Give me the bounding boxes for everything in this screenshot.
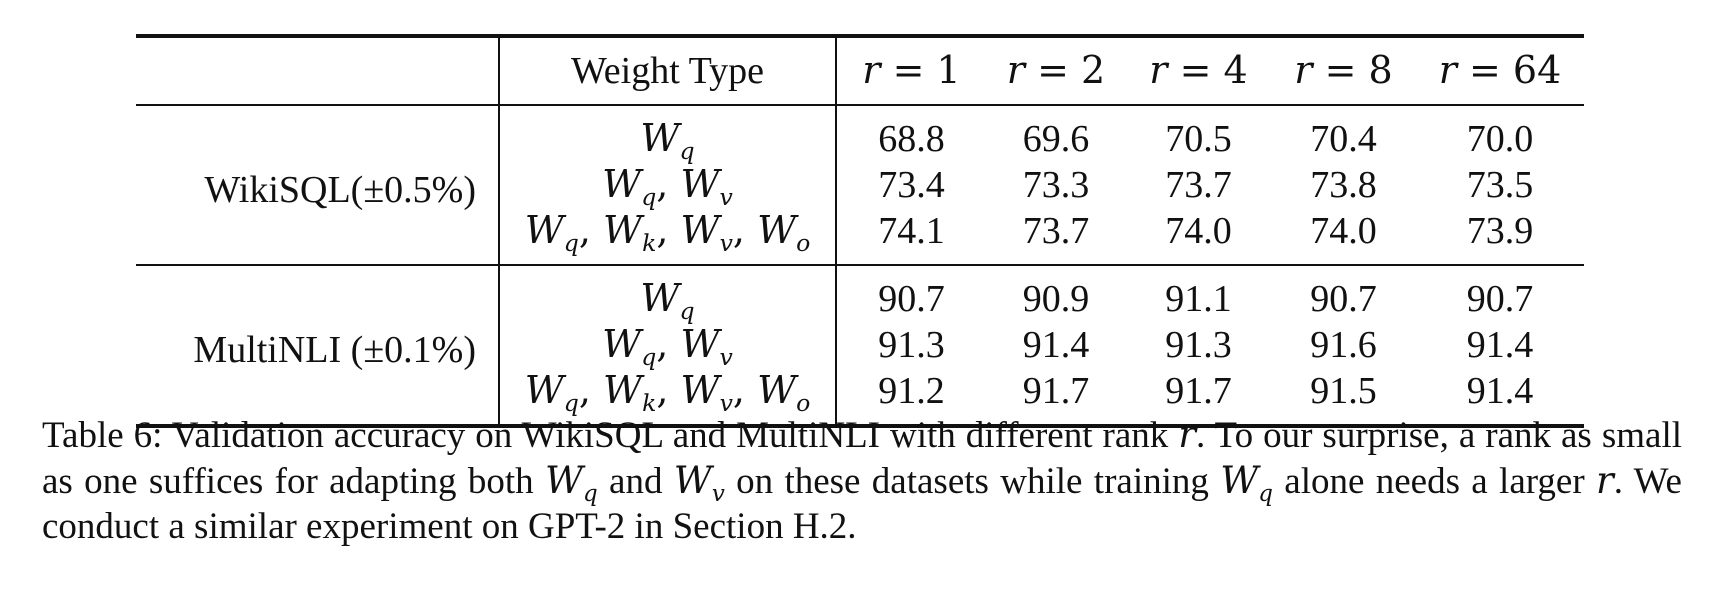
- weight-type-cell: Wq, Wv: [498, 322, 837, 372]
- results-table: Weight Type r = 1 r = 2 r = 4 r = 8 r = …: [136, 34, 1584, 428]
- rank-variable: r: [1178, 413, 1196, 456]
- accuracy-cell: 74.0: [1310, 209, 1377, 252]
- weight-wq: Wq: [544, 459, 598, 508]
- header-rank-4: r = 4: [1126, 36, 1271, 105]
- accuracy-cell: 73.7: [1022, 209, 1090, 252]
- weight-matrices: Wq: [640, 276, 695, 326]
- weight-symbol: Wk: [603, 368, 657, 418]
- accuracy-cell: 91.4: [1466, 323, 1534, 366]
- accuracy-cell: 90.9: [1022, 277, 1090, 320]
- accuracy-cell: 69.6: [1022, 117, 1090, 160]
- rank-label: r = 1: [862, 48, 961, 92]
- weight-type-cell: Wq, Wk, Wv, Wo: [498, 208, 837, 265]
- accuracy-cell: 68.8: [878, 117, 945, 160]
- weight-symbol: Wq: [640, 276, 695, 326]
- accuracy-cell: 91.1: [1165, 277, 1232, 320]
- accuracy-cell: 74.1: [878, 209, 945, 252]
- weight-symbol: Wv: [680, 322, 733, 372]
- header-rank-2: r = 2: [986, 36, 1126, 105]
- header-weight-type: Weight Type: [498, 36, 837, 105]
- weight-matrices: Wq, Wv: [602, 322, 733, 372]
- table-caption: Table 6: Validation accuracy on WikiSQL …: [42, 413, 1683, 547]
- weight-matrices: Wq, Wk, Wv, Wo: [524, 368, 811, 418]
- rank-variable: r: [1596, 459, 1614, 502]
- table-header-row: Weight Type r = 1 r = 2 r = 4 r = 8 r = …: [136, 36, 1584, 105]
- table-row: Wq, Wv 73.4 73.3 73.7 73.8 73.5: [136, 162, 1584, 212]
- accuracy-cell: 91.5: [1310, 369, 1377, 412]
- accuracy-cell: 90.7: [878, 277, 945, 320]
- accuracy-cell: 91.3: [878, 323, 945, 366]
- weight-type-cell: Wq, Wk, Wv, Wo: [498, 368, 837, 426]
- header-rank-64: r = 64: [1416, 36, 1584, 105]
- weight-symbol: Wq: [602, 322, 657, 372]
- weight-type-cell: Wq: [498, 265, 837, 326]
- weight-symbol: Wv: [680, 162, 733, 212]
- accuracy-cell: 90.7: [1466, 277, 1534, 320]
- table-row: Wq, Wv 91.3 91.4 91.3 91.6 91.4: [136, 322, 1584, 372]
- header-empty-cell: [136, 36, 499, 105]
- table-row: MultiNLI (±0.1%) Wq 90.7 90.9 91.1 90.7 90.7: [136, 265, 1584, 371]
- table-row: Wq, Wk, Wv, Wo 91.2 91.7 91.7 91.5 91.4: [136, 368, 1584, 426]
- accuracy-cell: 90.7: [1310, 277, 1377, 320]
- weight-symbol: Wq: [524, 368, 579, 418]
- header-rank-8: r = 8: [1271, 36, 1416, 105]
- accuracy-cell: 73.8: [1310, 163, 1377, 206]
- weight-symbol: Wk: [603, 208, 657, 258]
- weight-type-cell: Wq: [498, 105, 837, 166]
- dataset-label: WikiSQL(±0.5%): [204, 168, 476, 211]
- weight-symbol: Wq: [524, 208, 579, 258]
- weight-symbol: Wv: [680, 368, 733, 418]
- weight-symbol: Wq: [602, 162, 657, 212]
- accuracy-cell: 91.7: [1165, 369, 1232, 412]
- table-row: Wq, Wk, Wv, Wo 74.1 73.7 74.0 74.0 73.9: [136, 208, 1584, 265]
- accuracy-cell: 73.5: [1466, 163, 1534, 206]
- accuracy-cell: 73.3: [1022, 163, 1090, 206]
- accuracy-cell: 91.2: [878, 369, 945, 412]
- accuracy-cell: 70.0: [1466, 117, 1534, 160]
- weight-symbol: Wq: [640, 116, 695, 166]
- dataset-label: MultiNLI (±0.1%): [193, 328, 476, 371]
- weight-symbol: Wo: [757, 368, 811, 418]
- accuracy-cell: 91.4: [1466, 369, 1534, 412]
- results-table-container: Weight Type r = 1 r = 2 r = 4 r = 8 r = …: [136, 34, 1584, 428]
- accuracy-cell: 91.4: [1022, 323, 1090, 366]
- accuracy-cell: 70.5: [1165, 117, 1232, 160]
- rank-label: r = 64: [1438, 48, 1562, 92]
- weight-matrices: Wq, Wk, Wv, Wo: [524, 208, 811, 258]
- accuracy-cell: 91.7: [1022, 369, 1090, 412]
- rank-label: r = 8: [1294, 48, 1393, 92]
- accuracy-cell: 73.7: [1165, 163, 1232, 206]
- accuracy-cell: 91.6: [1310, 323, 1377, 366]
- accuracy-cell: 91.3: [1165, 323, 1232, 366]
- header-rank-1: r = 1: [836, 36, 986, 105]
- weight-wq: Wq: [1220, 459, 1273, 508]
- accuracy-cell: 70.4: [1310, 117, 1377, 160]
- weight-matrices: Wq: [640, 116, 695, 166]
- accuracy-cell: 74.0: [1165, 209, 1232, 252]
- weight-matrices: Wq, Wv: [602, 162, 733, 212]
- accuracy-cell: 73.4: [878, 163, 945, 206]
- rank-label: r = 4: [1149, 48, 1248, 92]
- weight-type-cell: Wq, Wv: [498, 162, 837, 212]
- accuracy-cell: 73.9: [1466, 209, 1534, 252]
- weight-symbol: Wo: [757, 208, 811, 258]
- weight-wv: Wv: [673, 459, 725, 508]
- rank-label: r = 2: [1006, 48, 1106, 92]
- weight-symbol: Wv: [680, 208, 733, 258]
- table-row: WikiSQL(±0.5%) Wq 68.8 69.6 70.5 70.4 70.0: [136, 105, 1584, 211]
